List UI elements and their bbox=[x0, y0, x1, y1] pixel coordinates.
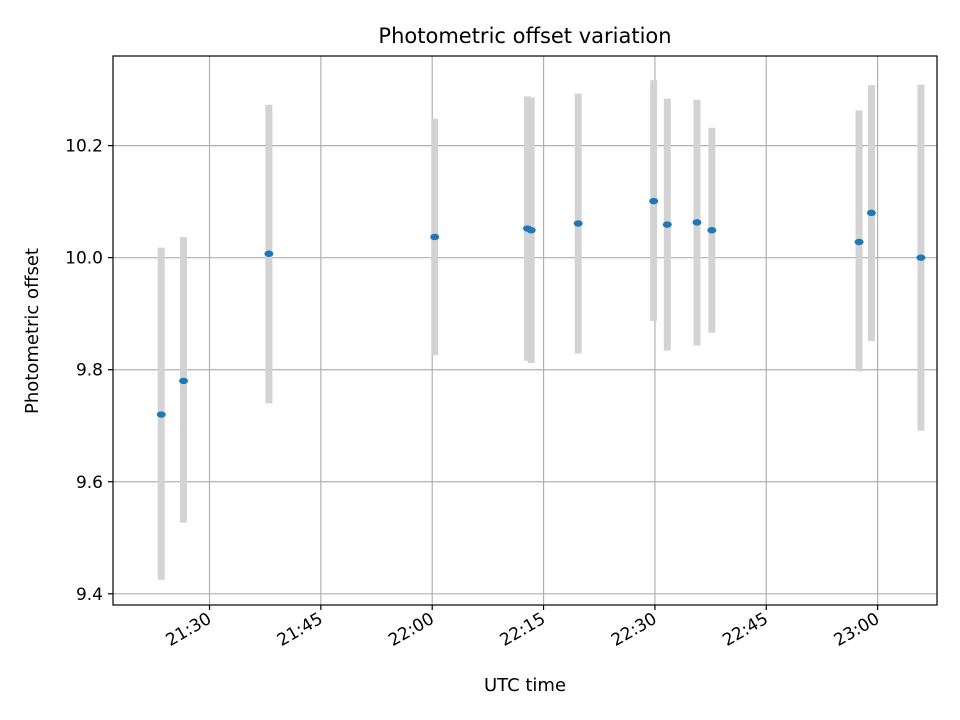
data-point bbox=[866, 209, 876, 217]
data-point bbox=[707, 227, 717, 234]
data-point bbox=[854, 238, 864, 246]
x-tick-label: 23:00 bbox=[831, 609, 883, 651]
data-points bbox=[156, 197, 926, 418]
y-tick-label: 9.8 bbox=[76, 361, 103, 381]
data-point bbox=[430, 233, 440, 241]
y-axis-label: Photometric offset bbox=[22, 248, 43, 414]
x-tick-label: 22:00 bbox=[385, 609, 437, 651]
x-tick-label: 22:30 bbox=[608, 609, 660, 651]
x-tick-label: 22:45 bbox=[719, 609, 771, 651]
data-point bbox=[649, 197, 659, 205]
data-point bbox=[916, 254, 926, 261]
y-tick-label: 10.0 bbox=[65, 249, 103, 269]
y-tick-label: 9.6 bbox=[76, 473, 103, 493]
ticks: 21:30 21:45 22:00 22:15 22:30 22:45 23:00 9.4 9.… bbox=[65, 137, 883, 651]
data-point bbox=[662, 221, 672, 228]
data-point bbox=[526, 227, 536, 234]
x-tick-label: 22:15 bbox=[497, 609, 549, 651]
x-tick-label: 21:30 bbox=[163, 609, 215, 651]
y-tick-label: 10.2 bbox=[65, 137, 103, 157]
y-tick-label: 9.4 bbox=[76, 585, 103, 605]
errorbars bbox=[157, 80, 925, 580]
data-point bbox=[264, 250, 274, 257]
data-point bbox=[573, 220, 583, 227]
x-axis-label: UTC time bbox=[484, 675, 566, 696]
data-point bbox=[179, 377, 189, 385]
chart-title: Photometric offset variation bbox=[378, 24, 671, 48]
x-tick-label: 21:45 bbox=[274, 609, 326, 651]
data-point bbox=[692, 219, 702, 226]
data-point bbox=[156, 411, 166, 418]
plot-frame bbox=[112, 55, 938, 606]
